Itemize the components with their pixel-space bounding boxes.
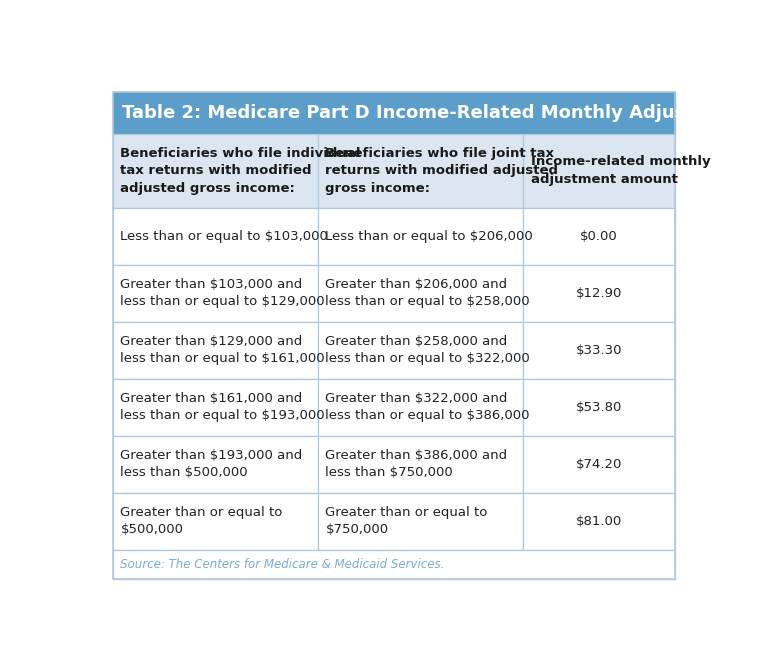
Text: $74.20: $74.20 — [575, 457, 622, 471]
Bar — [318, 322, 523, 379]
Bar — [523, 436, 674, 492]
Text: Greater than $193,000 and
less than $500,000: Greater than $193,000 and less than $500… — [121, 449, 303, 479]
Bar — [318, 134, 523, 208]
Bar — [113, 134, 318, 208]
Bar — [318, 492, 523, 549]
Bar — [113, 92, 674, 134]
Bar — [523, 322, 674, 379]
Text: Source: The Centers for Medicare & Medicaid Services.: Source: The Centers for Medicare & Medic… — [121, 558, 445, 571]
Bar — [318, 208, 523, 264]
Text: Greater than $322,000 and
less than or equal to $386,000: Greater than $322,000 and less than or e… — [326, 392, 530, 422]
Bar — [113, 208, 318, 264]
Text: $81.00: $81.00 — [575, 515, 622, 527]
Text: Greater than $103,000 and
less than or equal to $129,000: Greater than $103,000 and less than or e… — [121, 278, 325, 308]
Bar — [318, 379, 523, 436]
Text: Less than or equal to $103,000: Less than or equal to $103,000 — [121, 229, 328, 243]
Bar — [113, 549, 674, 579]
Bar — [523, 208, 674, 264]
Text: Greater than $129,000 and
less than or equal to $161,000: Greater than $129,000 and less than or e… — [121, 335, 325, 366]
Text: Greater than $206,000 and
less than or equal to $258,000: Greater than $206,000 and less than or e… — [326, 278, 530, 308]
Text: $53.80: $53.80 — [575, 401, 622, 414]
Text: Greater than or equal to
$750,000: Greater than or equal to $750,000 — [326, 506, 488, 536]
Bar — [318, 436, 523, 492]
Text: Greater than $386,000 and
less than $750,000: Greater than $386,000 and less than $750… — [326, 449, 508, 479]
Bar — [113, 322, 318, 379]
Text: $0.00: $0.00 — [580, 229, 617, 243]
Bar — [113, 436, 318, 492]
Text: Greater than $161,000 and
less than or equal to $193,000: Greater than $161,000 and less than or e… — [121, 392, 325, 422]
Bar — [523, 492, 674, 549]
Bar — [113, 264, 318, 322]
Text: Beneficiaries who file individual
tax returns with modified
adjusted gross incom: Beneficiaries who file individual tax re… — [121, 147, 361, 195]
Text: Greater than $258,000 and
less than or equal to $322,000: Greater than $258,000 and less than or e… — [326, 335, 530, 366]
Bar — [113, 492, 318, 549]
Bar — [523, 264, 674, 322]
Text: Income-related monthly
adjustment amount: Income-related monthly adjustment amount — [531, 155, 710, 186]
Bar — [113, 379, 318, 436]
Bar — [318, 264, 523, 322]
Bar — [523, 134, 674, 208]
Bar — [523, 379, 674, 436]
Text: Greater than or equal to
$500,000: Greater than or equal to $500,000 — [121, 506, 283, 536]
Text: $12.90: $12.90 — [575, 287, 622, 299]
Text: Beneficiaries who file joint tax
returns with modified adjusted
gross income:: Beneficiaries who file joint tax returns… — [326, 147, 558, 195]
Text: Less than or equal to $206,000: Less than or equal to $206,000 — [326, 229, 533, 243]
Text: $33.30: $33.30 — [575, 344, 622, 356]
Text: Table 2: Medicare Part D Income-Related Monthly Adjustment Amounts: Table 2: Medicare Part D Income-Related … — [122, 104, 768, 122]
